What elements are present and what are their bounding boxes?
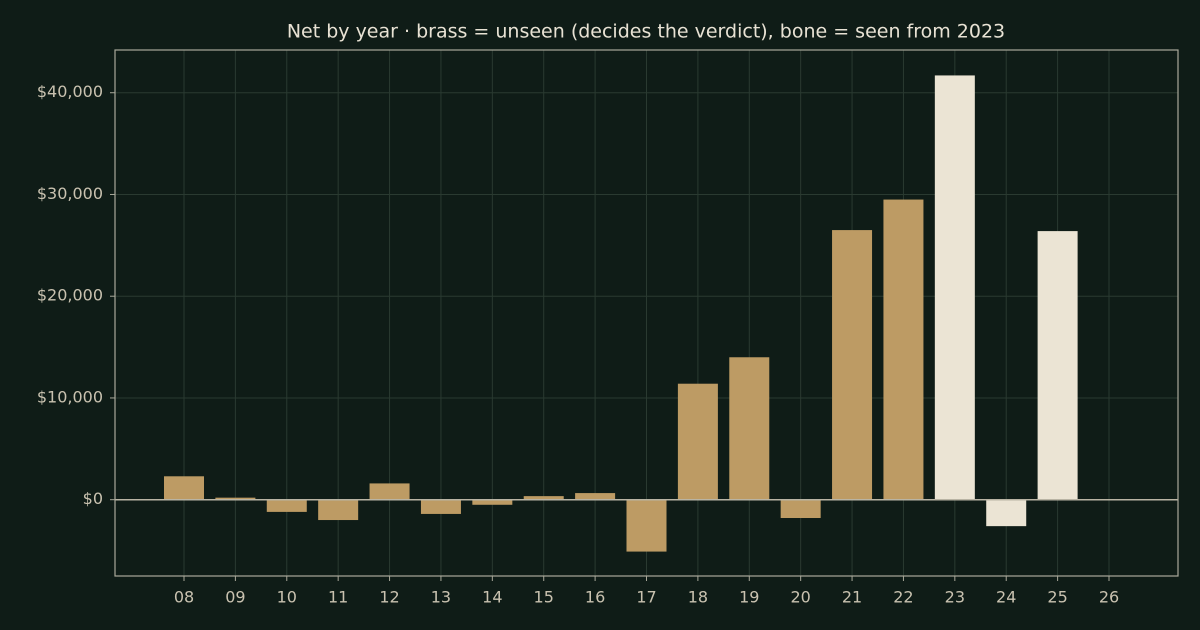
x-tick-label: 22 — [893, 588, 913, 607]
bar — [215, 497, 256, 500]
bar — [677, 383, 718, 500]
x-tick-label: 16 — [585, 588, 605, 607]
x-tick-label: 21 — [842, 588, 862, 607]
y-tick-label: $30,000 — [37, 184, 103, 203]
x-tick-label: 15 — [534, 588, 554, 607]
chart-title: Net by year · brass = unseen (decides th… — [287, 21, 1005, 43]
x-tick-label: 13 — [431, 588, 451, 607]
x-tick-label: 20 — [790, 588, 810, 607]
x-tick-label: 12 — [379, 588, 399, 607]
bar — [883, 199, 924, 500]
bar — [575, 493, 616, 500]
x-tick-label: 18 — [688, 588, 708, 607]
x-tick-label: 17 — [636, 588, 656, 607]
bar — [986, 499, 1027, 527]
bar — [369, 483, 410, 500]
bar — [420, 499, 461, 514]
bar — [1037, 231, 1078, 500]
x-tick-label: 19 — [739, 588, 759, 607]
x-tick-label: 23 — [945, 588, 965, 607]
bar — [523, 496, 564, 500]
x-tick-label: 10 — [277, 588, 297, 607]
y-tick-label: $10,000 — [37, 387, 103, 406]
x-tick-label: 11 — [328, 588, 348, 607]
bar — [780, 499, 821, 519]
y-tick-label: $20,000 — [37, 286, 103, 305]
bar — [934, 75, 975, 500]
bar — [472, 499, 513, 505]
x-tick-label: 08 — [174, 588, 194, 607]
x-tick-label: 26 — [1099, 588, 1119, 607]
x-tick-label: 09 — [225, 588, 245, 607]
bar — [266, 499, 307, 512]
bar — [832, 230, 873, 500]
x-tick-label: 14 — [482, 588, 502, 607]
x-tick-label: 25 — [1047, 588, 1067, 607]
bar — [318, 499, 359, 521]
y-tick-label: $40,000 — [37, 82, 103, 101]
plot-frame — [114, 49, 1179, 577]
y-tick-label: $0 — [83, 489, 103, 508]
bar — [729, 357, 770, 500]
x-tick-label: 24 — [996, 588, 1016, 607]
bar — [164, 476, 204, 500]
bar — [626, 499, 667, 552]
